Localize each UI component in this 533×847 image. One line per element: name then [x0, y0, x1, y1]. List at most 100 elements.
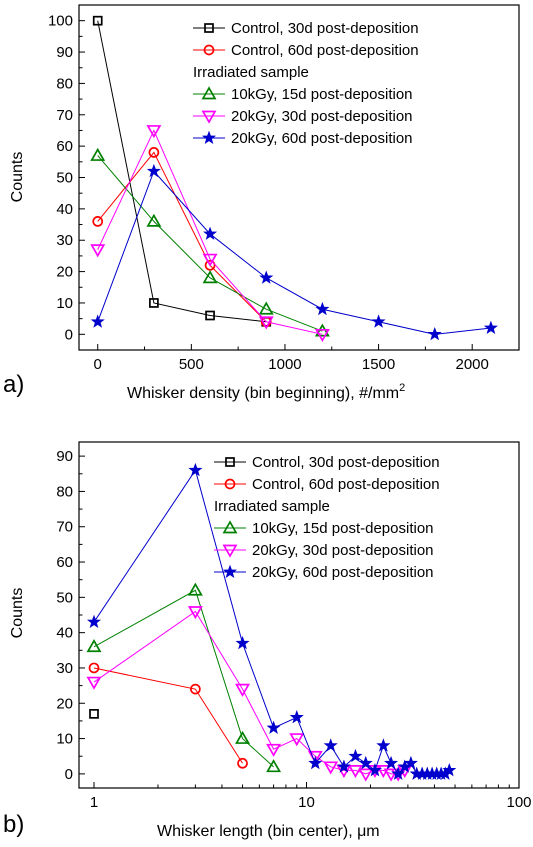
y-axis-ticks: 0 10 20 30 40 50 60 70 80 90 100 [48, 13, 85, 343]
data-point [258, 301, 274, 315]
legend-item-i10_15: 10kGy, 15d post-deposition [193, 86, 413, 103]
legend-item-i20_30: 20kGy, 30d post-deposition [214, 542, 434, 559]
data-point [384, 755, 399, 770]
data-point [235, 635, 250, 650]
data-point [86, 614, 102, 629]
data-point [266, 743, 282, 757]
data-point [89, 709, 99, 719]
data-point [149, 298, 159, 308]
x-axis-ticks: 0 500 1000 1500 2000 [94, 344, 489, 373]
series-c30 [89, 709, 99, 719]
x-axis-label: Whisker density (bin beginning), #/mm2 [127, 382, 405, 402]
data-point [86, 639, 102, 653]
series-c60 [88, 662, 248, 769]
data-point [483, 320, 498, 335]
legend-item-c30: Control, 30d post-deposition [214, 454, 440, 471]
legend-marker [201, 130, 217, 144]
data-point [315, 301, 330, 316]
y-tick-label: 10 [56, 295, 73, 312]
y-tick-label: 0 [65, 766, 73, 783]
legend-marker [204, 23, 214, 33]
data-point [188, 462, 203, 477]
series-line [97, 129, 323, 335]
legend-marker [222, 544, 238, 558]
legend-item-c30: Control, 30d post-deposition [193, 20, 419, 37]
y-tick-label: 60 [56, 138, 73, 155]
series-i20_30 [90, 125, 330, 343]
data-point [336, 759, 351, 773]
legend: Control, 30d post-deposition Control, 60d… [214, 454, 440, 581]
x-tick-label: 0 [94, 356, 102, 373]
legend-label: 20kGy, 30d post-deposition [231, 108, 413, 125]
legend-item-i10_15: 10kGy, 15d post-deposition [214, 520, 434, 537]
legend-item-i20_60: 20kGy, 60d post-deposition [193, 130, 413, 147]
data-point [391, 766, 406, 780]
data-point [371, 314, 386, 328]
data-point [92, 15, 103, 26]
data-point [202, 270, 218, 284]
series-line [97, 151, 267, 323]
data-point [90, 244, 106, 258]
series-line [97, 170, 491, 335]
legend-marker [201, 86, 217, 100]
y-tick-label: 50 [56, 170, 73, 187]
y-tick-label: 40 [56, 625, 73, 642]
legend-marker [203, 44, 215, 56]
data-point [348, 748, 363, 763]
data-point [289, 710, 304, 724]
data-point [427, 326, 442, 341]
series-line [93, 667, 243, 764]
legend-label: 10kGy, 15d post-deposition [231, 86, 413, 103]
chart-panel-b: 1 10 100 0 10 20 30 40 50 60 70 80 90 Control, 30d … [3, 441, 532, 840]
x-tick-label: 10 [298, 794, 315, 811]
legend-label: Control, 60d post-deposition [252, 476, 440, 493]
data-point [358, 755, 373, 770]
data-point [146, 163, 161, 178]
y-tick-label: 70 [56, 519, 73, 536]
legend-marker [222, 520, 238, 534]
legend-item-c60: Control, 60d post-deposition [214, 476, 440, 493]
y-tick-label: 20 [56, 264, 73, 281]
legend-label: Control, 30d post-deposition [231, 20, 419, 37]
legend: Control, 30d post-deposition Control, 60d… [193, 20, 419, 147]
y-tick-label: 40 [56, 201, 73, 218]
legend-label: 20kGy, 60d post-deposition [252, 564, 434, 581]
plot-frame [78, 441, 520, 789]
y-tick-label: 20 [56, 695, 73, 712]
legend-group-label: Irradiated sample [193, 64, 309, 81]
y-axis-ticks: 0 10 20 30 40 50 60 70 80 90 [56, 448, 85, 783]
series-layer [86, 462, 457, 782]
data-point [187, 582, 203, 596]
data-point [92, 216, 104, 227]
x-tick-label: 100 [506, 794, 531, 811]
y-tick-label: 60 [56, 554, 73, 571]
legend-item-i20_30: 20kGy, 30d post-deposition [193, 108, 413, 125]
series-layer [90, 15, 498, 343]
y-tick-label: 10 [56, 731, 73, 748]
y-tick-label: 90 [56, 44, 73, 61]
y-tick-label: 70 [56, 107, 73, 124]
data-point [146, 213, 162, 227]
series-i20_30 [86, 606, 413, 782]
legend-label: 10kGy, 15d post-deposition [252, 520, 434, 537]
panel-label: a) [3, 371, 24, 398]
series-i20_60 [90, 163, 498, 341]
data-point [323, 738, 338, 752]
y-tick-label: 30 [56, 660, 73, 677]
x-tick-label: 2000 [456, 356, 489, 373]
data-point [203, 226, 218, 240]
x-tick-label: 1 [90, 794, 98, 811]
data-point [90, 147, 106, 161]
legend-marker [222, 564, 238, 578]
panel-label: b) [3, 811, 24, 838]
data-point [205, 310, 215, 321]
series-line [97, 155, 323, 332]
data-point [367, 762, 382, 777]
data-point [383, 768, 399, 782]
x-axis-ticks: 1 10 100 [90, 782, 532, 811]
data-point [202, 253, 218, 267]
data-point [403, 755, 418, 770]
data-point [348, 764, 363, 779]
